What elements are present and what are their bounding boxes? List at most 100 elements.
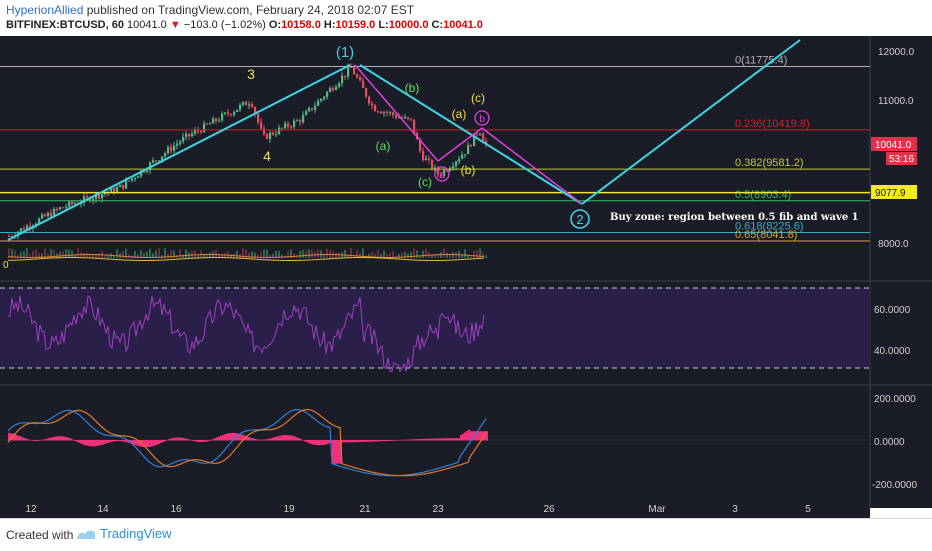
macd-histogram-bar [366,440,368,442]
macd-histogram-bar [250,437,252,441]
macd-histogram-bar [284,435,286,441]
candle-body [233,111,236,115]
macd-histogram-bar [136,440,138,446]
volume-bar [167,253,169,258]
countdown-tag [886,152,917,165]
macd-histogram-bar [8,432,10,441]
macd-tick-label: -200.0000 [872,480,917,491]
macd-histogram-bar [414,439,416,441]
macd-histogram-bar [412,439,414,441]
volume-bar [236,250,238,258]
candle-body [245,101,248,106]
author-link[interactable]: HyperionAllied [6,3,84,17]
macd-histogram-bar [278,435,280,441]
macd-histogram-bar [254,438,256,441]
close-value: 10041.0 [443,19,483,31]
high-label: H: [323,19,336,31]
line-tag-label: 9077.9 [875,188,906,199]
volume-bar [215,249,217,258]
candle-body [431,160,434,170]
macd-line [7,409,487,477]
candle-body [314,105,317,110]
x-tick-label: 21 [359,504,371,515]
macd-histogram-bar [94,440,96,447]
macd-histogram-bar [248,437,250,441]
macd-histogram-bar [36,440,38,441]
candle-body [428,158,431,161]
macd-histogram-bar [148,440,150,447]
volume-bar [464,249,466,258]
price-tag-label: 10041.0 [875,140,912,151]
candle-body [59,207,62,210]
volume-bar [350,248,352,258]
candle-body [38,218,41,224]
candle-body [227,112,230,115]
macd-pane[interactable] [0,385,870,508]
candle-body [332,88,335,90]
candle-body [407,117,410,119]
abc-line [354,64,439,162]
volume-bar [470,254,472,258]
volume-bar [299,250,301,258]
candle-body [128,180,131,182]
time-axis[interactable] [0,508,870,518]
macd-histogram-bar [38,440,40,441]
volume-bar [446,252,448,258]
macd-histogram-bar [190,439,192,441]
macd-histogram-bar [430,438,432,441]
candle-body [260,122,263,129]
candle-body [422,150,425,161]
candle-body [89,196,92,202]
macd-histogram-bar [320,440,322,446]
candle-body [11,236,14,238]
macd-signal-line [7,409,487,477]
volume-bar [377,249,379,258]
volume-bar [62,251,64,258]
candle-body [299,120,302,123]
macd-histogram-bar [42,439,44,441]
wave-2-trendline [359,64,583,205]
macd-histogram-bar [396,440,398,441]
volume-bar [17,254,19,258]
rsi-band-fill [0,288,870,368]
macd-histogram-bar [300,438,302,441]
macd-histogram-bar [210,439,212,441]
candle-body [380,111,383,114]
candle-body [287,123,290,127]
macd-histogram-bar [108,440,110,443]
line-tag [871,185,917,199]
volume-bar [53,249,55,258]
x-tick-label: Mar [648,504,666,515]
volume-bar [323,255,325,258]
candle-body [242,101,245,105]
candle-body [401,117,404,119]
candle-body [101,194,104,199]
macd-histogram-bar [56,436,58,441]
candle-body [41,214,44,219]
candle-body [209,123,212,125]
volume-bar [437,254,439,258]
macd-histogram-bar [204,440,206,442]
price-axis[interactable] [870,36,932,508]
macd-histogram-bar [438,438,440,441]
candle-body [206,123,209,125]
candle-body [356,74,359,78]
volume-bar [422,250,424,258]
fib-level-label: 0.618(8225.6) [735,220,804,232]
volume-bar [254,252,256,258]
volume-bar [416,250,418,258]
wave-label-3: 3 [247,66,255,82]
tradingview-brand[interactable]: TradingView [100,526,172,541]
candle-body [53,208,56,217]
volume-bar [203,254,205,258]
candle-body [173,145,176,151]
candle-body [296,120,299,122]
macd-histogram-bar [478,431,480,441]
volume-bar [404,252,406,258]
macd-histogram-bar [66,437,68,441]
macd-histogram-bar [408,439,410,441]
macd-histogram-bar [98,440,100,446]
chart-canvas[interactable]: 0(11775.4) 0.236(10419.8) 0.382(9581.2) 0.5… [0,36,932,518]
macd-histogram-bar [440,438,442,441]
candle-body [302,115,305,123]
